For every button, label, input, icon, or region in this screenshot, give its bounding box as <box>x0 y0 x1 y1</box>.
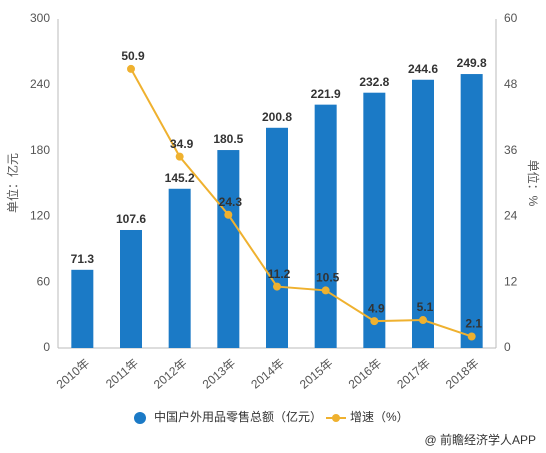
bar <box>71 269 94 348</box>
legend-label: 增速（%） <box>350 410 409 424</box>
y-tick-label: 300 <box>30 11 50 25</box>
x-tick-label: 2017年 <box>394 356 433 392</box>
x-tick-label: 2014年 <box>248 356 287 392</box>
y-tick-label: 240 <box>30 77 50 91</box>
y2-tick-label: 0 <box>504 340 511 354</box>
bar-value-label: 244.6 <box>408 62 438 76</box>
bar-value-label: 200.8 <box>262 110 292 124</box>
y-axis-label: 单位：亿元 <box>5 153 20 213</box>
bar <box>460 74 483 348</box>
line-marker <box>224 210 233 219</box>
bar-value-label: 180.5 <box>213 132 243 146</box>
line-marker <box>321 286 330 295</box>
y2-tick-label: 12 <box>504 274 518 288</box>
x-tick-label: 2013年 <box>200 356 239 392</box>
line-marker <box>127 64 135 73</box>
bar-value-label: 71.3 <box>71 252 95 266</box>
line-value-label: 11.2 <box>268 267 291 281</box>
line-marker <box>467 332 476 341</box>
bar <box>168 188 191 348</box>
bar-value-label: 232.8 <box>359 75 389 89</box>
x-tick-label: 2018年 <box>443 356 482 392</box>
y-tick-label: 60 <box>37 274 51 288</box>
line-marker <box>273 282 281 291</box>
y2-tick-label: 24 <box>504 209 518 223</box>
line-value-label: 34.9 <box>170 137 194 151</box>
line-marker <box>370 317 379 326</box>
y2-tick-label: 60 <box>504 11 518 25</box>
source: @ 前瞻经济学人APP <box>424 432 536 447</box>
legend-swatch <box>134 412 146 424</box>
x-tick-label: 2010年 <box>54 356 93 392</box>
bar-value-label: 145.2 <box>165 171 195 185</box>
line-marker <box>419 316 427 325</box>
line-value-label: 5.1 <box>417 300 434 314</box>
line-value-label: 4.9 <box>368 301 385 315</box>
legend-swatch <box>332 414 340 422</box>
bar <box>412 79 434 348</box>
x-tick-label: 2015年 <box>297 356 336 392</box>
bar-value-label: 249.8 <box>457 56 487 70</box>
y-tick-label: 180 <box>30 143 50 157</box>
y2-axis-label: 单位：% <box>526 160 541 207</box>
line-value-label: 50.9 <box>121 49 145 63</box>
line-value-label: 2.1 <box>465 317 482 331</box>
x-tick-label: 2012年 <box>151 356 190 392</box>
line-value-label: 10.5 <box>316 271 340 285</box>
bar <box>314 104 337 349</box>
line-marker <box>175 152 184 161</box>
line <box>130 68 472 338</box>
bar <box>266 127 288 348</box>
bar-value-label: 221.9 <box>311 87 341 101</box>
y-tick-label: 120 <box>30 209 50 223</box>
y2-tick-label: 36 <box>504 143 518 157</box>
bar <box>217 150 240 348</box>
legend-label: 中国户外用品零售总额（亿元） <box>154 409 322 424</box>
line-value-label: 24.3 <box>219 195 243 209</box>
bar <box>120 229 142 348</box>
x-tick-label: 2016年 <box>346 356 385 392</box>
y2-tick-label: 48 <box>504 77 518 91</box>
x-tick-label: 2011年 <box>103 356 141 391</box>
y-tick-label: 0 <box>43 340 50 354</box>
bar <box>363 92 386 348</box>
bar-value-label: 107.6 <box>116 212 146 226</box>
